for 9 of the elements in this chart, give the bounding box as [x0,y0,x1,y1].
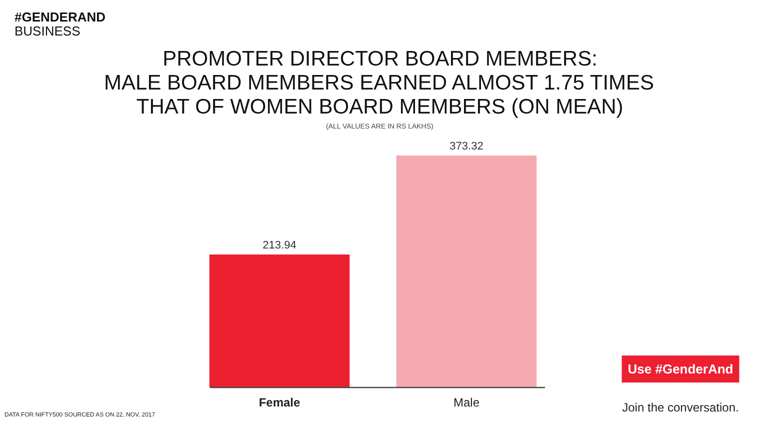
text: Use #GenderAnd [628,362,734,376]
text: BUSINESS [14,24,81,38]
x-tick-label: Male [453,396,480,410]
chart-title: PROMOTER DIRECTOR BOARD MEMBERS: MALE BOARD MEMBERS EARNED ALMOST 1.75 TIMES THAT OF WOMEN BOARD MEMBERS (ON MEAN) [104,48,654,118]
text: #GENDERAND [14,10,106,24]
text: Join the conversation. [622,400,739,414]
x-tick-label: Female [258,396,300,410]
data-label: 373.32 [450,140,484,152]
data-label: 213.94 [262,240,296,252]
